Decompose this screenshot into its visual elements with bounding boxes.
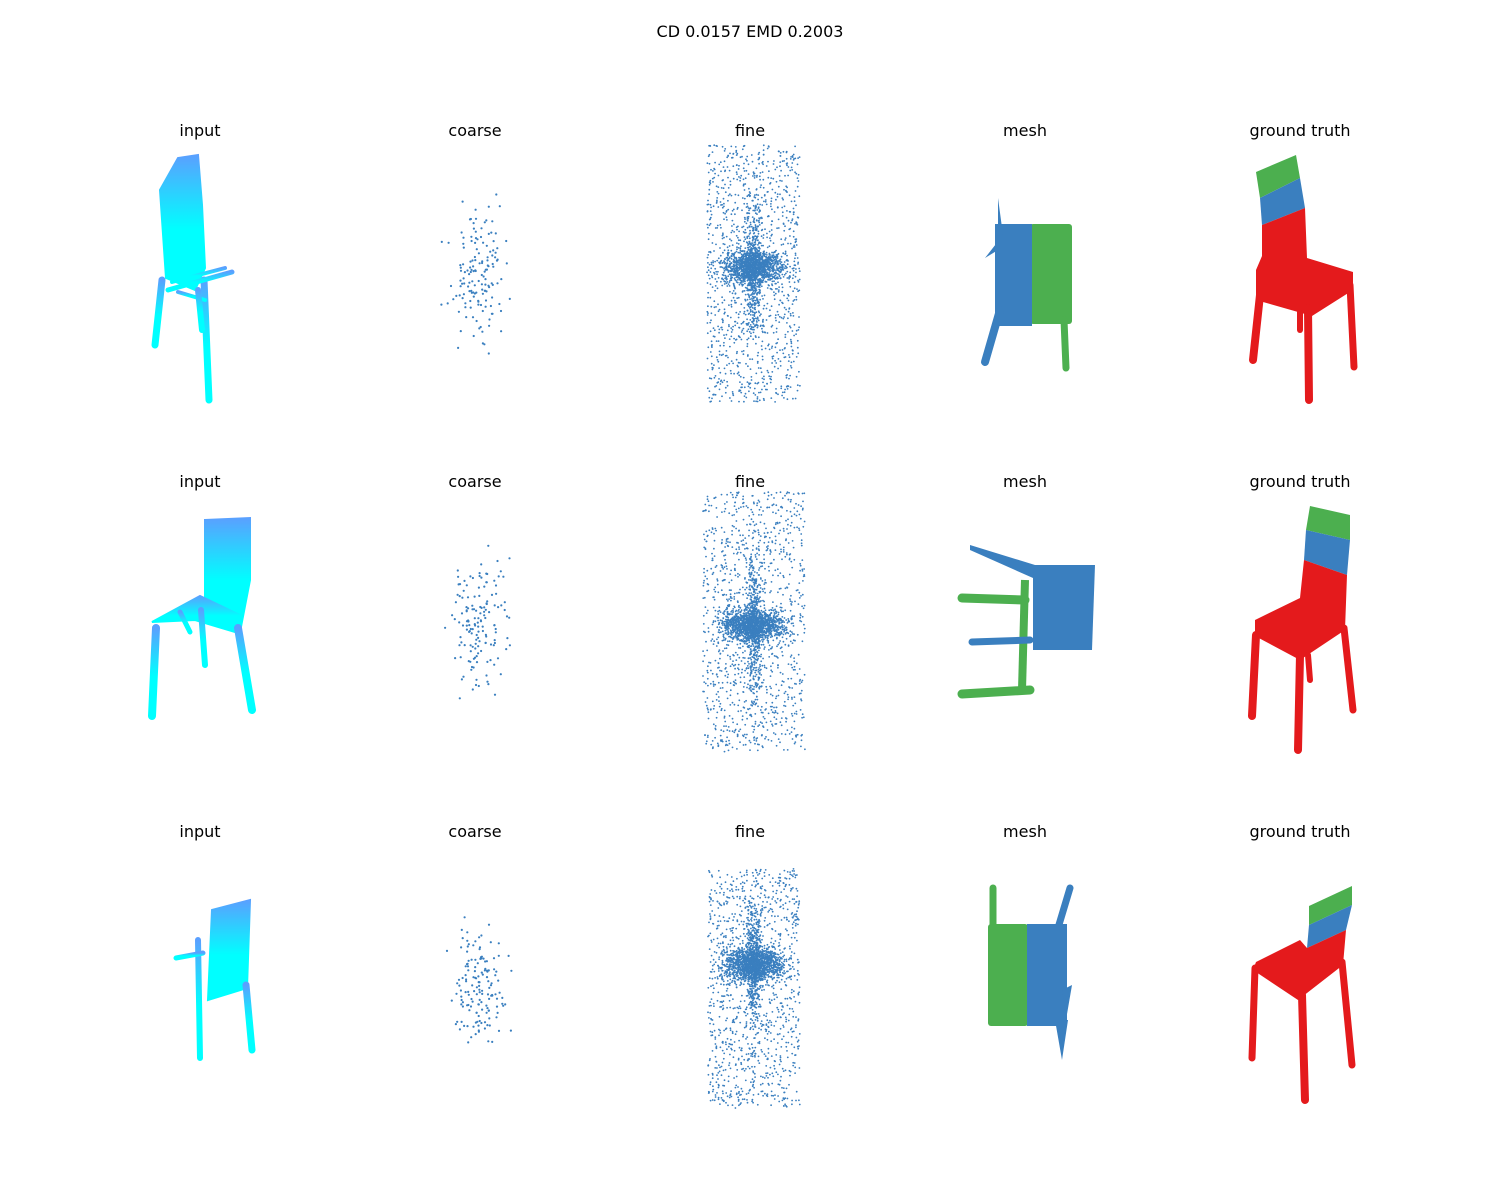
- segmented-chair: [1248, 886, 1356, 1104]
- panel-title-ground-truth: ground truth: [1249, 822, 1351, 841]
- panel-title-coarse: coarse: [448, 121, 502, 140]
- panel-title-input: input: [179, 472, 221, 491]
- panel-title-mesh: mesh: [1003, 822, 1047, 841]
- panel-title-coarse: coarse: [448, 472, 502, 491]
- segmented-chair: [1248, 506, 1357, 754]
- panel-title-mesh: mesh: [1003, 121, 1047, 140]
- segmented-chair: [981, 198, 1072, 372]
- segmented-chair: [1249, 155, 1358, 404]
- figure-title: CD 0.0157 EMD 0.2003: [656, 22, 844, 41]
- segmented-chair: [957, 545, 1095, 699]
- segmented-chair: [988, 884, 1074, 1060]
- chair-partial-point-cloud: [151, 153, 235, 404]
- panel-title-fine: fine: [734, 822, 766, 841]
- panel-title-input: input: [179, 822, 221, 841]
- chair-partial-point-cloud: [148, 516, 256, 720]
- panel-title-ground-truth: ground truth: [1249, 121, 1351, 140]
- panel-title-fine: fine: [734, 121, 766, 140]
- panel-title-fine: fine: [734, 472, 766, 491]
- panel-title-mesh: mesh: [1003, 472, 1047, 491]
- point-cloud-dots: [440, 144, 806, 1109]
- chair-partial-point-cloud: [173, 898, 256, 1102]
- panel-title-ground-truth: ground truth: [1249, 472, 1351, 491]
- panel-title-coarse: coarse: [448, 822, 502, 841]
- panel-title-input: input: [179, 121, 221, 140]
